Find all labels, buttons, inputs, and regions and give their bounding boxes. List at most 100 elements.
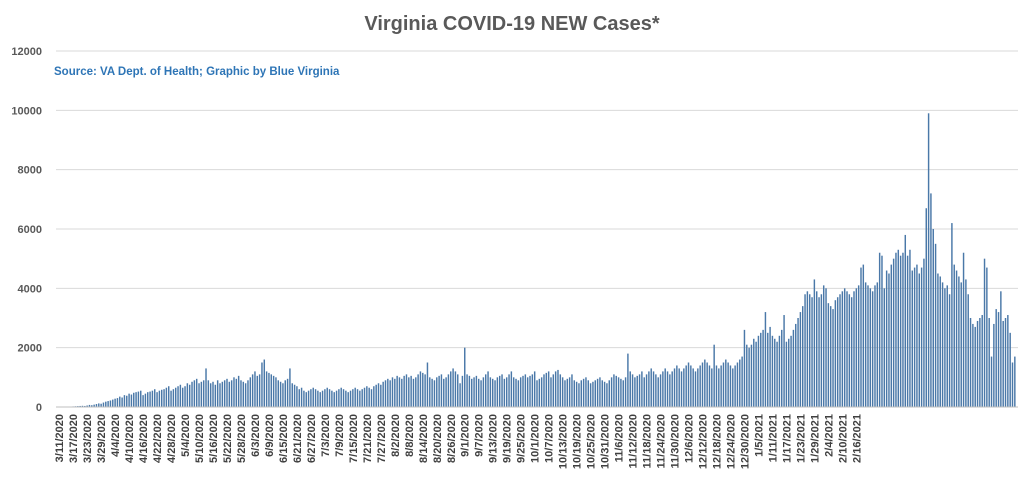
bar [188, 384, 191, 407]
bar [916, 264, 918, 407]
bar [904, 234, 907, 407]
bar [454, 371, 457, 407]
bar [948, 294, 951, 407]
x-tick-label: 10/31/2020 [600, 414, 612, 469]
bar [869, 288, 872, 407]
bar [172, 389, 175, 407]
bar [391, 377, 394, 407]
bar [811, 297, 813, 407]
bar [312, 387, 314, 407]
bar [561, 377, 564, 407]
bar [272, 375, 275, 407]
bar [209, 383, 212, 407]
bar [181, 387, 184, 407]
bar [184, 386, 186, 407]
bar [373, 386, 375, 407]
bar [107, 401, 109, 407]
x-tick-label: 6/9/2020 [264, 414, 276, 457]
y-tick-label: 4000 [18, 283, 42, 295]
y-tick-label: 10000 [11, 105, 42, 117]
bar [128, 393, 130, 407]
bar [697, 368, 699, 407]
bar [443, 378, 445, 407]
bar [864, 282, 867, 407]
bar [862, 264, 865, 407]
x-tick-label: 4/22/2020 [152, 414, 164, 463]
bar [636, 375, 638, 407]
bar [533, 371, 536, 407]
bar [701, 362, 704, 407]
bar [254, 371, 256, 407]
bar [876, 282, 879, 407]
bar [375, 384, 377, 407]
bar [643, 377, 645, 407]
bar [692, 368, 694, 407]
bar [268, 372, 270, 407]
bar [776, 341, 778, 407]
bar [93, 404, 95, 407]
bar [503, 378, 506, 407]
bar [317, 390, 319, 407]
bar [1000, 291, 1002, 407]
bar [1004, 318, 1007, 407]
x-tick-label: 10/13/2020 [558, 414, 570, 469]
x-tick-label: 5/4/2020 [180, 414, 192, 457]
bar [720, 365, 722, 407]
bar [883, 288, 886, 407]
bar [450, 371, 452, 407]
bar [606, 383, 608, 407]
bar [116, 398, 119, 407]
x-tick-label: 9/19/2020 [502, 414, 514, 463]
x-tick-label: 12/18/2020 [711, 414, 723, 469]
bar [990, 356, 993, 407]
bar [631, 374, 634, 407]
bar [601, 380, 603, 407]
bar [638, 374, 641, 407]
bar [829, 306, 832, 407]
bar [888, 273, 890, 407]
bar [198, 383, 200, 407]
bar [545, 372, 548, 407]
x-tick-label: 2/4/2021 [823, 414, 835, 457]
bar [179, 384, 182, 407]
x-tick-label: 1/17/2021 [781, 414, 793, 463]
bar [191, 381, 193, 407]
bar [247, 380, 249, 407]
bar [361, 389, 363, 407]
bar [289, 368, 291, 407]
bar [781, 329, 783, 407]
bar [767, 332, 769, 407]
bar [822, 285, 825, 407]
bar [258, 374, 261, 407]
bar [170, 390, 172, 407]
bar [230, 380, 233, 407]
bar [86, 405, 88, 407]
bar [566, 378, 569, 407]
bar [286, 378, 289, 407]
bar [156, 392, 158, 407]
x-tick-label: 8/8/2020 [404, 414, 416, 457]
bar [808, 294, 811, 407]
x-tick-label: 10/19/2020 [572, 414, 584, 469]
bar [729, 365, 732, 407]
bar [314, 389, 317, 407]
bar [305, 392, 307, 407]
bar [543, 374, 545, 407]
bar [345, 390, 347, 407]
bar [620, 378, 622, 407]
bar [363, 387, 366, 407]
bar [981, 315, 983, 407]
bar [687, 362, 690, 407]
bar [755, 341, 757, 407]
bar [81, 405, 84, 407]
bar [713, 344, 715, 407]
bar [764, 312, 767, 407]
bar [340, 387, 342, 407]
bar [753, 338, 755, 407]
bar [685, 365, 687, 407]
bar [307, 390, 310, 407]
x-tick-label: 3/11/2020 [54, 414, 66, 462]
bar [464, 347, 466, 407]
bar [918, 273, 920, 407]
bar [909, 249, 911, 407]
